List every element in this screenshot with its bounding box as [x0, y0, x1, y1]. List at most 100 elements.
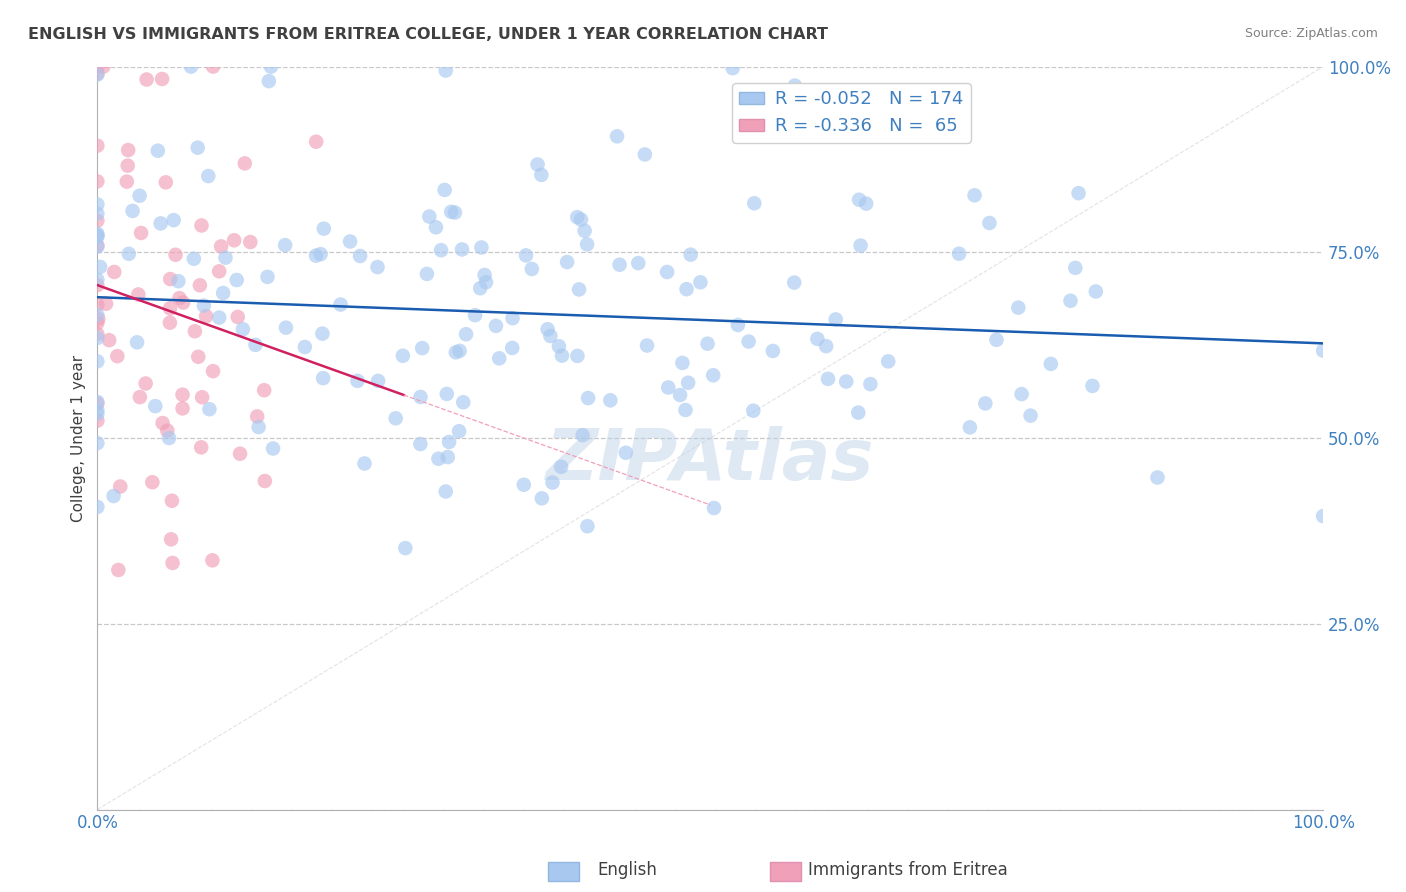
- Point: [733, 102, 755, 116]
- Point: [201, 553, 224, 567]
- Point: [1084, 285, 1107, 299]
- Point: [143, 399, 166, 413]
- Point: [256, 269, 278, 284]
- Point: [571, 428, 593, 442]
- Point: [470, 281, 492, 295]
- Point: [574, 224, 596, 238]
- Text: ENGLISH VS IMMIGRANTS FROM ERITREA COLLEGE, UNDER 1 YEAR CORRELATION CHART: ENGLISH VS IMMIGRANTS FROM ERITREA COLLE…: [28, 27, 828, 42]
- Point: [762, 343, 785, 358]
- Point: [312, 221, 335, 235]
- Point: [1064, 260, 1087, 275]
- Point: [502, 311, 524, 326]
- Point: [128, 390, 150, 404]
- Point: [425, 220, 447, 235]
- Point: [193, 299, 215, 313]
- Point: [162, 556, 184, 570]
- Point: [568, 282, 591, 296]
- Point: [105, 349, 128, 363]
- Point: [464, 308, 486, 322]
- Point: [156, 424, 179, 438]
- Point: [675, 282, 697, 296]
- Point: [162, 213, 184, 227]
- Point: [190, 440, 212, 454]
- Point: [1312, 343, 1334, 358]
- Point: [436, 450, 458, 464]
- Point: [742, 403, 765, 417]
- Point: [1059, 293, 1081, 308]
- Point: [86, 227, 108, 241]
- Point: [245, 338, 267, 352]
- Point: [169, 291, 191, 305]
- Point: [225, 273, 247, 287]
- Point: [86, 273, 108, 287]
- Point: [444, 205, 467, 219]
- Point: [159, 316, 181, 330]
- Point: [149, 216, 172, 230]
- Point: [86, 138, 108, 153]
- Point: [86, 331, 108, 345]
- Point: [253, 474, 276, 488]
- Point: [86, 213, 108, 227]
- Point: [86, 403, 108, 417]
- Point: [224, 233, 246, 247]
- Point: [329, 297, 352, 311]
- Point: [346, 374, 368, 388]
- Point: [202, 364, 225, 378]
- Point: [783, 78, 806, 93]
- Point: [246, 409, 269, 424]
- Point: [107, 563, 129, 577]
- Point: [190, 219, 212, 233]
- Point: [392, 349, 415, 363]
- Point: [721, 61, 744, 75]
- Point: [187, 350, 209, 364]
- Point: [449, 343, 471, 358]
- Point: [93, 60, 115, 74]
- Point: [569, 212, 592, 227]
- Point: [159, 301, 181, 316]
- Point: [184, 324, 207, 338]
- Point: [87, 312, 110, 326]
- Point: [555, 255, 578, 269]
- Point: [135, 72, 157, 87]
- Point: [541, 475, 564, 490]
- Y-axis label: College, Under 1 year: College, Under 1 year: [72, 354, 86, 522]
- Point: [815, 339, 838, 353]
- Point: [952, 106, 974, 120]
- Point: [538, 329, 561, 343]
- Point: [367, 374, 389, 388]
- Point: [86, 207, 108, 221]
- Point: [214, 251, 236, 265]
- Point: [247, 420, 270, 434]
- Point: [475, 275, 498, 289]
- Point: [783, 276, 806, 290]
- Point: [696, 336, 718, 351]
- Point: [515, 248, 537, 262]
- Point: [948, 246, 970, 260]
- Text: English: English: [598, 861, 658, 879]
- Point: [103, 265, 125, 279]
- Point: [444, 345, 467, 359]
- Point: [599, 393, 621, 408]
- Point: [172, 401, 194, 416]
- Point: [187, 141, 209, 155]
- Point: [86, 326, 108, 341]
- Point: [86, 228, 108, 243]
- Point: [416, 267, 439, 281]
- Point: [110, 479, 132, 493]
- Point: [117, 143, 139, 157]
- Point: [86, 500, 108, 514]
- Point: [183, 252, 205, 266]
- Point: [127, 287, 149, 301]
- Point: [152, 416, 174, 430]
- Point: [188, 278, 211, 293]
- Point: [806, 332, 828, 346]
- Text: ZIPAtlas: ZIPAtlas: [546, 425, 875, 495]
- Point: [86, 238, 108, 252]
- Point: [86, 298, 108, 312]
- Point: [627, 256, 650, 270]
- Point: [675, 403, 697, 417]
- Point: [86, 240, 108, 254]
- Point: [86, 66, 108, 80]
- Legend: R = -0.052   N = 174, R = -0.336   N =  65: R = -0.052 N = 174, R = -0.336 N = 65: [733, 83, 972, 143]
- Point: [440, 204, 463, 219]
